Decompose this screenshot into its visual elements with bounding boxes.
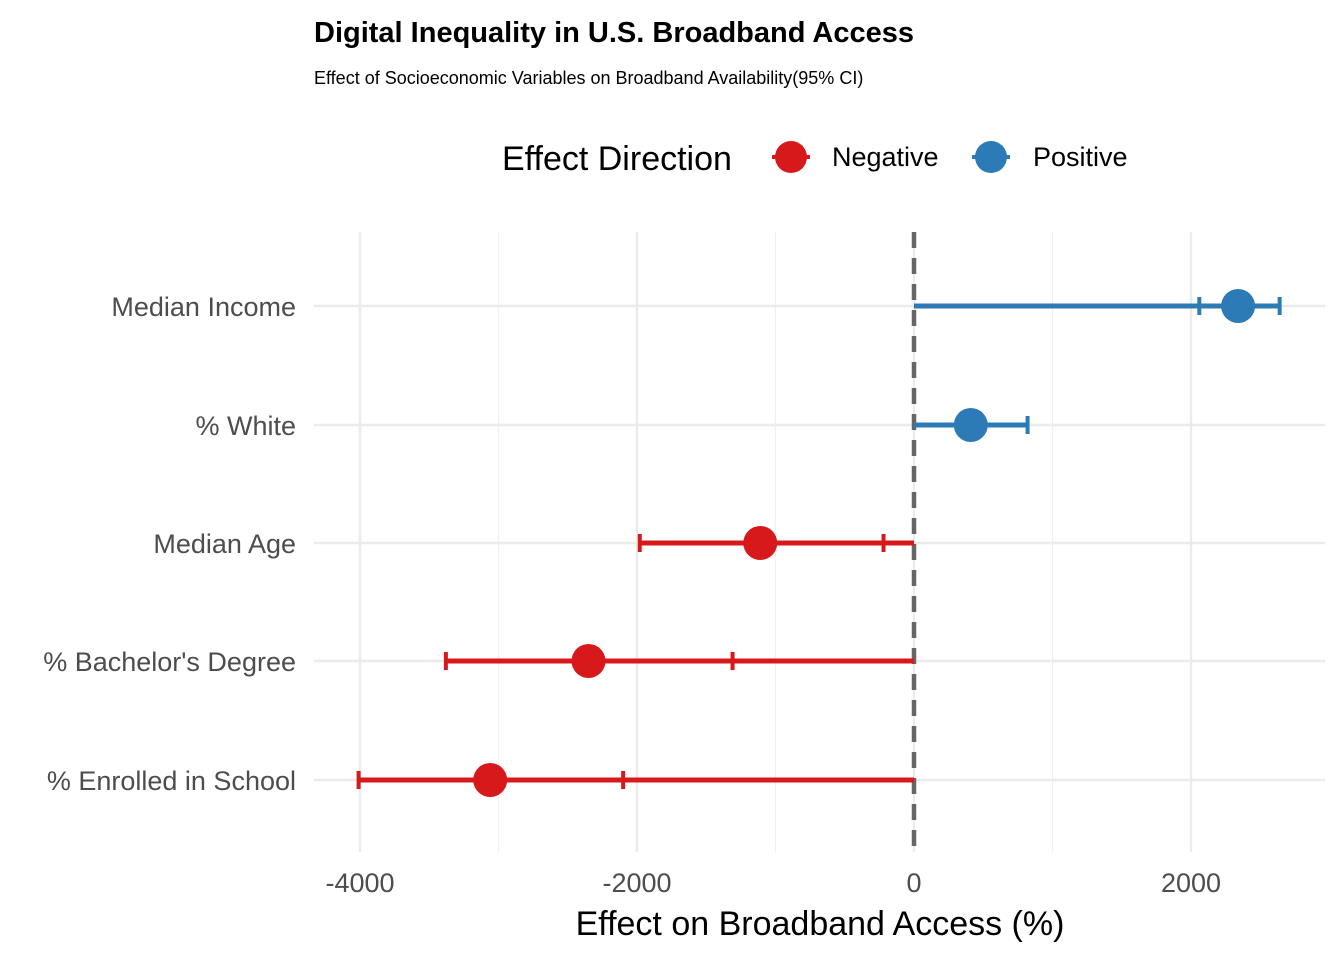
legend-key-negative xyxy=(772,141,810,173)
chart-subtitle: Effect of Socioeconomic Variables on Bro… xyxy=(314,68,863,88)
data-marks xyxy=(356,289,1282,797)
legend-title: Effect Direction xyxy=(502,140,732,178)
y-axis-labels: Median Income % White Median Age % Bachelor… xyxy=(43,292,296,796)
y-tick-label-white: % White xyxy=(195,411,296,441)
point-white xyxy=(953,408,988,442)
y-tick-label-median-income: Median Income xyxy=(111,292,296,322)
legend-label-negative: Negative xyxy=(832,142,939,172)
legend-key-positive xyxy=(972,141,1010,173)
legend-label-positive: Positive xyxy=(1033,142,1128,172)
y-tick-label-enrolled-in-school: % Enrolled in School xyxy=(47,766,296,796)
x-tick-label: 0 xyxy=(906,868,921,898)
x-tick-label: -2000 xyxy=(602,868,671,898)
chart-title: Digital Inequality in U.S. Broadband Acc… xyxy=(314,17,914,49)
x-tick-label: 2000 xyxy=(1161,868,1221,898)
y-tick-label-bachelor-s-degree: % Bachelor's Degree xyxy=(43,647,296,677)
point-enrolled-in-school xyxy=(473,763,508,797)
x-axis-title: Effect on Broadband Access (%) xyxy=(576,905,1065,943)
point-median-age xyxy=(743,526,778,560)
x-tick-label: -4000 xyxy=(325,868,394,898)
legend: Effect Direction Negative Positive xyxy=(502,140,1128,178)
x-axis-labels: -4000 -2000 0 2000 xyxy=(325,868,1221,898)
y-tick-label-median-age: Median Age xyxy=(153,529,296,559)
point-bachelor-s-degree xyxy=(571,644,606,678)
point-median-income xyxy=(1221,289,1256,323)
